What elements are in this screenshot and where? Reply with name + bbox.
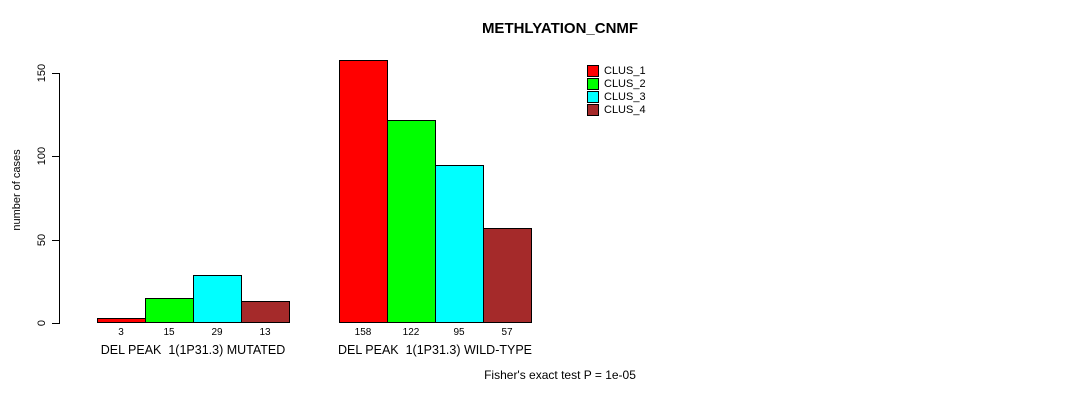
y-axis-tick-label: 150 bbox=[36, 63, 48, 83]
y-axis-tick bbox=[52, 323, 60, 324]
bar-clus_4 bbox=[241, 301, 290, 323]
chart-title: METHLYATION_CNMF bbox=[481, 20, 639, 37]
legend-swatch-clus_1 bbox=[587, 64, 599, 77]
legend-item: CLUS_3 bbox=[587, 90, 646, 103]
bar-value-label: 158 bbox=[354, 327, 372, 338]
fisher-test-annotation: Fisher's exact test P = 1e-05 bbox=[484, 368, 636, 382]
bar-clus_3 bbox=[435, 165, 484, 323]
legend-item: CLUS_2 bbox=[587, 77, 646, 90]
bar-value-label: 3 bbox=[118, 327, 124, 338]
bar-value-label: 95 bbox=[453, 327, 465, 338]
legend-swatch-clus_4 bbox=[587, 103, 599, 116]
legend-label: CLUS_4 bbox=[604, 103, 646, 116]
y-axis-tick-label: 100 bbox=[36, 147, 48, 166]
bar-clus_1 bbox=[339, 60, 388, 323]
legend-item: CLUS_4 bbox=[587, 103, 646, 116]
legend-label: CLUS_1 bbox=[604, 64, 646, 77]
bar-clus_3 bbox=[193, 275, 242, 323]
y-axis-tick bbox=[52, 156, 60, 158]
x-category-label: DEL PEAK 1(1P31.3) MUTATED bbox=[100, 343, 286, 357]
y-axis-tick-label: 50 bbox=[36, 233, 48, 246]
bar-value-label: 15 bbox=[163, 327, 175, 338]
y-axis-tick bbox=[52, 239, 60, 241]
legend-label: CLUS_2 bbox=[604, 77, 646, 90]
bar-value-label: 122 bbox=[402, 327, 420, 338]
legend: CLUS_1 CLUS_2 CLUS_3 CLUS_4 bbox=[587, 64, 646, 116]
legend-item: CLUS_1 bbox=[587, 64, 646, 77]
bar-value-label: 29 bbox=[211, 327, 223, 338]
legend-label: CLUS_3 bbox=[604, 90, 646, 103]
bar-clus_4 bbox=[483, 228, 532, 323]
bar-clus_2 bbox=[145, 298, 194, 323]
y-axis-line bbox=[59, 73, 60, 324]
legend-swatch-clus_2 bbox=[587, 77, 599, 90]
bar-clus_2 bbox=[387, 120, 436, 323]
bar-value-label: 57 bbox=[501, 327, 513, 338]
x-category-label: DEL PEAK 1(1P31.3) WILD-TYPE bbox=[337, 343, 533, 357]
y-axis-tick bbox=[52, 73, 60, 74]
y-axis-tick-label: 0 bbox=[36, 319, 48, 327]
legend-swatch-clus_3 bbox=[587, 90, 599, 103]
bar-value-label: 13 bbox=[259, 327, 271, 338]
bar-clus_1 bbox=[97, 318, 146, 323]
